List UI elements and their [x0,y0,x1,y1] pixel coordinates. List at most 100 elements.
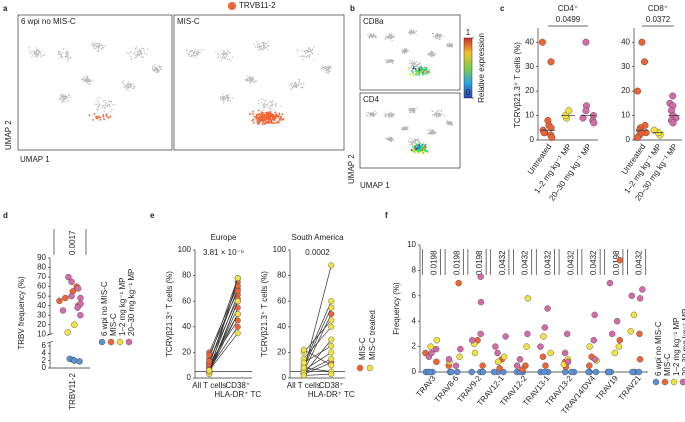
umap-cell [31,56,33,58]
umap-cell [60,55,62,57]
umap-cell [304,49,306,51]
umap-cell [221,97,223,99]
umap-cell [392,36,394,39]
umap-cell [130,50,132,53]
umap-cell [402,51,404,53]
umap-cell [274,104,276,106]
umap-cell [154,66,156,68]
umap-cell [412,142,414,144]
data-point [77,294,84,302]
data-point [547,349,554,357]
umap-cell [195,54,197,57]
umap-cell [221,55,224,58]
umap-cell [265,99,267,101]
umap-cell [298,84,300,86]
umap-cell [103,110,105,112]
umap-cell [375,112,377,114]
umap-cell [254,80,256,82]
umap-cell [140,47,143,49]
highlighted-cell [276,114,279,117]
umap-cell [389,138,391,140]
expression-cell [423,66,426,69]
umap-cell [412,65,415,67]
data-point [582,107,590,115]
umap-cell [216,57,219,59]
data-point [328,298,335,305]
highlighted-cell [258,120,261,123]
umap-cell [390,138,392,140]
umap-cell [40,54,42,56]
umap-cell [104,99,106,102]
umap-cell [85,80,87,83]
umap-cell [412,62,415,64]
x-tick-label: All T cells [192,381,227,390]
expression-cell [417,149,420,152]
data-point [519,366,526,373]
pair-line [208,332,239,371]
colorbar-label: Relative expression [477,33,486,103]
umap-cell [327,71,329,74]
y-tick-label: 20 [37,320,46,329]
umap-cell [386,62,388,64]
umap-cell [36,49,38,51]
data-point [650,126,658,134]
umap-cell [447,44,449,46]
umap-cell [251,77,253,79]
umap-cell [406,48,408,50]
data-point [591,311,598,319]
umap-cell [140,50,142,52]
umap-cell [99,43,101,45]
umap-cell [105,106,107,108]
umap-cell [98,50,100,52]
highlighted-cell [260,118,263,121]
umap-cell [388,139,390,142]
umap-cell [263,41,265,44]
umap-cell [139,49,141,52]
umap-cell [65,97,67,99]
umap-cell [97,101,99,103]
umap-cell [196,54,199,56]
umap-cell [390,111,392,113]
data-point [629,368,636,376]
umap-cell [412,144,414,146]
umap-cell [416,139,419,141]
highlighted-cell [272,122,274,125]
umap-cell [307,48,310,50]
umap-cell [224,53,226,55]
umap-cell [218,54,220,56]
umap-cell [262,110,264,112]
umap-cell [250,80,252,82]
umap-cell [139,52,141,54]
umap-cell [434,53,436,55]
umap-cell [411,142,413,144]
umap-cell [445,43,448,45]
umap-cell [28,49,30,51]
umap-cell [302,58,304,61]
umap-cell [321,67,323,69]
umap-cell [446,120,448,123]
umap-cell [64,95,66,97]
umap-cell [153,65,155,68]
umap-cell [32,54,34,56]
umap-cell [433,133,435,135]
highlighted-cell [255,116,257,119]
umap-cell [405,51,407,54]
umap-cell [431,110,433,112]
umap-cell [451,44,454,46]
umap-cell [409,31,411,33]
umap-cell [132,47,134,49]
data-point [605,368,612,376]
x-tick-label: TRBV11-2 [68,372,77,409]
umap-cell [67,57,69,59]
umap-cell [443,36,445,38]
umap-cell [433,55,435,57]
data-point [627,328,634,335]
umap-cell [260,45,263,48]
umap-cell [410,107,412,110]
umap-cell [414,110,416,112]
umap-cell [262,48,264,50]
highlighted-cell [88,114,91,117]
umap-cell [37,52,40,54]
legend-marker [356,364,364,372]
umap-cell [260,44,262,46]
